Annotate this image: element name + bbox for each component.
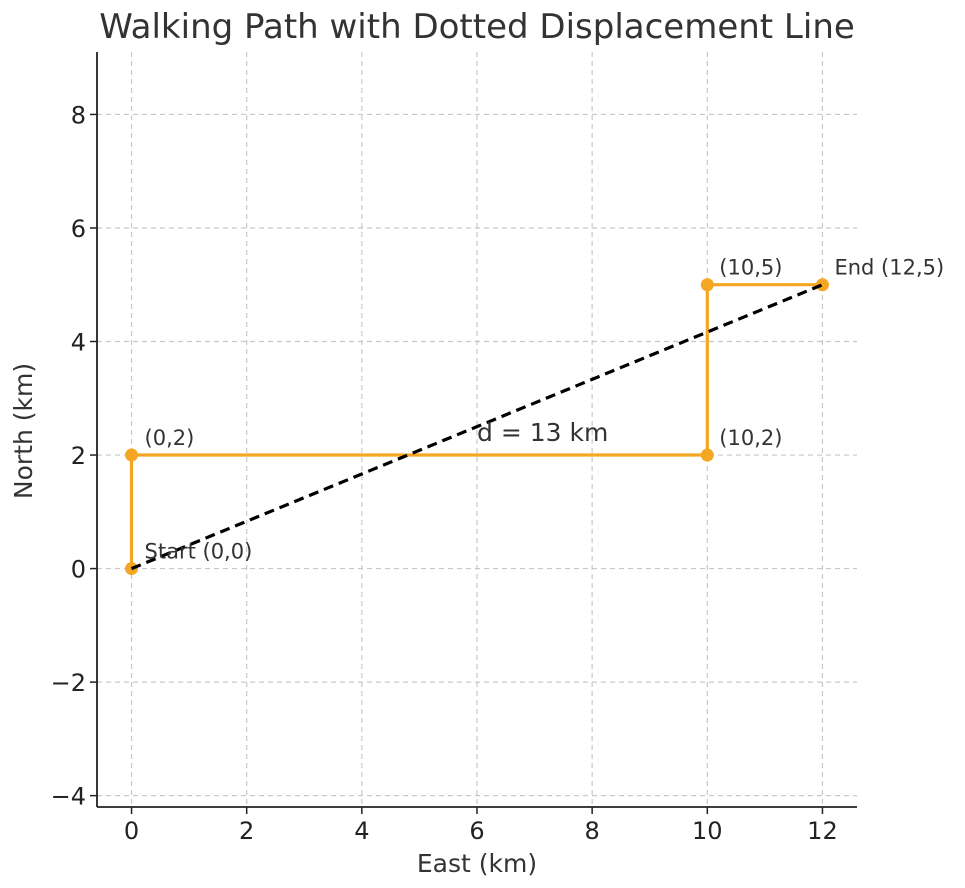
displacement-line [130, 283, 824, 571]
x-tick-label: 10 [692, 817, 723, 845]
point-label: End (12,5) [834, 256, 944, 280]
y-tick-label: 6 [71, 215, 86, 243]
x-tick-label: 2 [239, 817, 254, 845]
path-point-marker [815, 278, 829, 292]
displacement-annotation: d = 13 km [477, 418, 608, 447]
y-tick-label: 2 [71, 442, 86, 470]
y-tick-label: −4 [51, 783, 86, 811]
point-label: (0,2) [145, 426, 195, 450]
path-point-marker [700, 278, 714, 292]
ticks: 0 2 4 6 8 10 12 −4 −2 0 2 4 6 8 [51, 101, 838, 845]
y-tick-label: 0 [71, 556, 86, 584]
x-tick-label: 12 [807, 817, 838, 845]
point-label: (10,2) [719, 426, 782, 450]
path-point-marker [125, 448, 139, 462]
y-axis-label: North (km) [9, 363, 38, 499]
point-label: (10,5) [719, 256, 782, 280]
x-tick-label: 6 [469, 817, 484, 845]
x-tick-label: 8 [585, 817, 600, 845]
path-point-marker [700, 448, 714, 462]
x-tick-label: 0 [124, 817, 139, 845]
y-tick-label: 4 [71, 329, 86, 357]
point-label: Start (0,0) [145, 540, 253, 564]
chart-title: Walking Path with Dotted Displacement Li… [99, 7, 855, 47]
x-tick-label: 4 [354, 817, 369, 845]
point-labels: Start (0,0) (0,2) (10,2) (10,5) End (12,5) d … [145, 256, 945, 564]
series-layer [125, 278, 829, 576]
x-axis-label: East (km) [417, 849, 537, 878]
y-tick-label: −2 [51, 669, 86, 697]
y-tick-label: 8 [71, 101, 86, 129]
